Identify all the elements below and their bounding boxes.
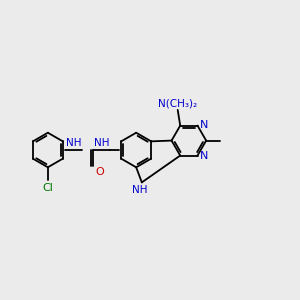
Text: N(CH₃)₂: N(CH₃)₂ <box>158 98 196 108</box>
Text: NH: NH <box>132 184 147 195</box>
Text: NH: NH <box>94 138 109 148</box>
Text: N: N <box>200 120 208 130</box>
Text: O: O <box>95 167 104 177</box>
Text: NH: NH <box>66 138 81 148</box>
Text: N: N <box>200 151 208 161</box>
Text: Cl: Cl <box>42 183 53 193</box>
